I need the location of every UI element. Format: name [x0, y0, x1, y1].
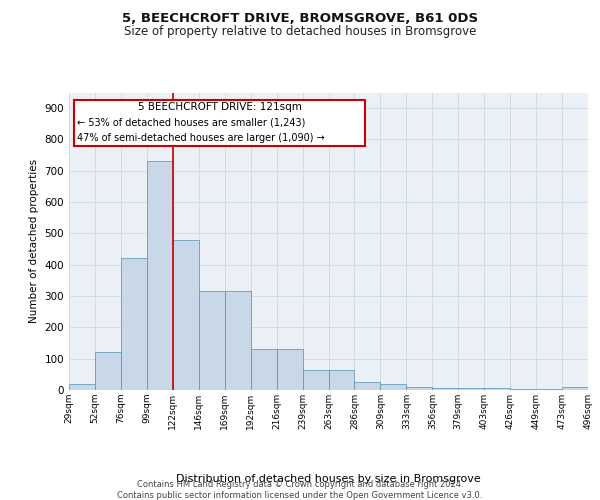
Text: 5, BEECHCROFT DRIVE, BROMSGROVE, B61 0DS: 5, BEECHCROFT DRIVE, BROMSGROVE, B61 0DS	[122, 12, 478, 26]
Bar	[406, 387, 432, 390]
Text: ← 53% of detached houses are smaller (1,243): ← 53% of detached houses are smaller (1,…	[77, 117, 305, 127]
Y-axis label: Number of detached properties: Number of detached properties	[29, 159, 39, 324]
Bar	[173, 240, 199, 390]
FancyBboxPatch shape	[74, 100, 365, 146]
Bar	[147, 162, 173, 390]
Bar	[484, 388, 510, 390]
Bar	[380, 384, 406, 390]
Bar	[121, 258, 147, 390]
X-axis label: Distribution of detached houses by size in Bromsgrove: Distribution of detached houses by size …	[176, 474, 481, 484]
Bar	[199, 292, 224, 390]
Text: Contains HM Land Registry data © Crown copyright and database right 2024.: Contains HM Land Registry data © Crown c…	[137, 480, 463, 489]
Text: Contains public sector information licensed under the Open Government Licence v3: Contains public sector information licen…	[118, 491, 482, 500]
Bar	[277, 350, 302, 390]
Bar	[69, 384, 95, 390]
Bar	[458, 388, 484, 390]
Bar	[433, 388, 458, 390]
Text: 5 BEECHCROFT DRIVE: 121sqm: 5 BEECHCROFT DRIVE: 121sqm	[137, 102, 301, 113]
Text: 47% of semi-detached houses are larger (1,090) →: 47% of semi-detached houses are larger (…	[77, 132, 325, 142]
Bar	[225, 292, 251, 390]
Text: Size of property relative to detached houses in Bromsgrove: Size of property relative to detached ho…	[124, 25, 476, 38]
Bar	[329, 370, 355, 390]
Bar	[355, 382, 380, 390]
Bar	[562, 388, 588, 390]
Bar	[302, 370, 329, 390]
Bar	[95, 352, 121, 390]
Bar	[251, 350, 277, 390]
